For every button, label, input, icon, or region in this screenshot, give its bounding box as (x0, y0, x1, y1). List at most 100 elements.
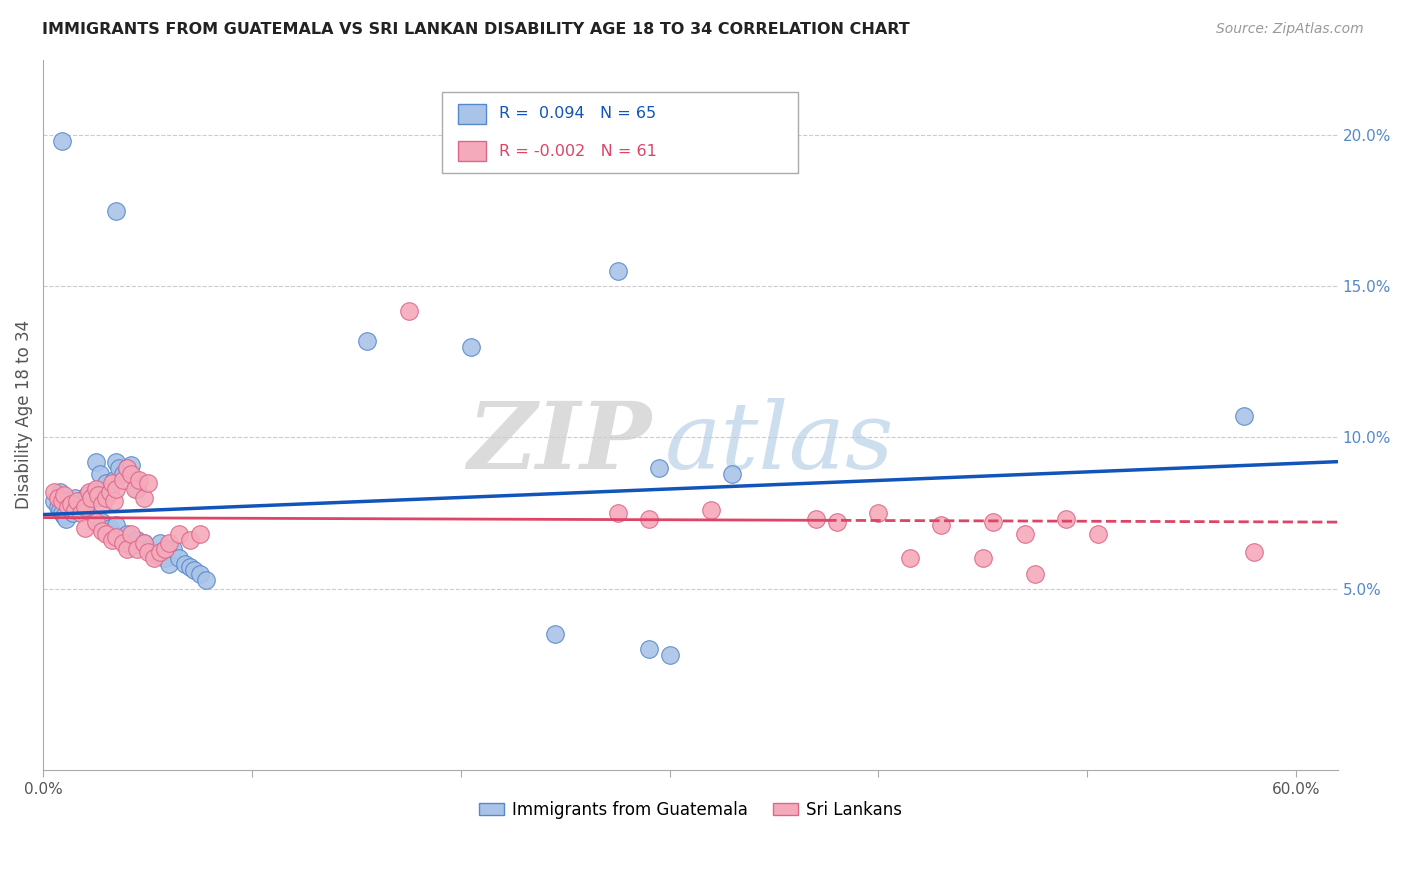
Point (49, 484, 72, 499)
Point (136, 475, 159, 490)
Point (153, 551, 176, 566)
Point (46, 491, 69, 505)
FancyBboxPatch shape (457, 141, 486, 161)
Point (70, 506, 93, 520)
Point (76, 488, 98, 502)
Point (98, 484, 121, 499)
Point (84, 482, 107, 496)
Point (637, 512, 659, 526)
Point (868, 506, 890, 520)
Point (62, 506, 84, 520)
Point (658, 648, 681, 662)
Point (700, 503, 723, 517)
Point (188, 527, 211, 541)
Point (1014, 527, 1036, 541)
Point (103, 494, 125, 508)
Point (42, 484, 65, 499)
Point (124, 473, 146, 487)
Point (120, 467, 142, 481)
Point (51, 494, 73, 508)
Point (898, 551, 921, 566)
Point (58, 494, 80, 508)
Point (53, 509, 76, 524)
Point (721, 467, 744, 481)
FancyBboxPatch shape (441, 92, 799, 173)
Point (63, 491, 86, 505)
Point (66, 497, 89, 511)
Point (79, 484, 101, 499)
Point (145, 549, 167, 563)
Point (115, 542, 138, 557)
Point (153, 542, 176, 557)
Point (70, 500, 93, 514)
Point (972, 551, 994, 566)
Point (98, 521, 121, 535)
Text: R = -0.002   N = 61: R = -0.002 N = 61 (499, 144, 657, 159)
Point (111, 467, 134, 481)
Point (90, 497, 112, 511)
Point (124, 482, 146, 496)
Point (42, 494, 65, 508)
Point (162, 542, 184, 557)
Point (84, 491, 107, 505)
Point (120, 527, 142, 541)
Point (94, 475, 117, 490)
Text: Source: ZipAtlas.com: Source: ZipAtlas.com (1216, 22, 1364, 37)
Point (103, 473, 125, 487)
Point (804, 512, 827, 526)
Point (90, 524, 112, 538)
Point (544, 627, 567, 641)
Text: IMMIGRANTS FROM GUATEMALA VS SRI LANKAN DISABILITY AGE 18 TO 34 CORRELATION CHAR: IMMIGRANTS FROM GUATEMALA VS SRI LANKAN … (42, 22, 910, 37)
Y-axis label: Disability Age 18 to 34: Disability Age 18 to 34 (15, 320, 32, 509)
Point (49, 503, 72, 517)
Point (79, 494, 101, 508)
Point (107, 460, 129, 475)
Point (105, 518, 128, 533)
Point (606, 506, 628, 520)
Point (825, 515, 848, 529)
Point (157, 558, 180, 572)
Point (94, 491, 117, 505)
Point (179, 560, 201, 574)
Point (136, 542, 159, 557)
Point (59, 497, 82, 511)
Point (101, 533, 124, 548)
Point (115, 527, 138, 541)
Point (51, 134, 73, 148)
Point (981, 515, 1004, 529)
Point (149, 545, 172, 559)
Point (167, 527, 190, 541)
Point (80, 491, 103, 505)
Point (84, 515, 107, 529)
Point (101, 527, 124, 541)
Point (53, 488, 76, 502)
Point (63, 503, 86, 517)
Point (149, 536, 172, 550)
Point (51, 506, 73, 520)
Point (86, 488, 108, 502)
Point (105, 455, 128, 469)
Point (111, 473, 134, 487)
Point (84, 455, 107, 469)
Point (55, 512, 77, 526)
Point (75, 503, 97, 517)
Point (356, 334, 378, 348)
Point (90, 515, 112, 529)
Point (648, 460, 671, 475)
Point (105, 203, 128, 218)
Point (132, 491, 155, 505)
Point (157, 536, 180, 550)
Point (929, 518, 952, 533)
Point (141, 545, 163, 559)
Point (188, 566, 211, 581)
Point (127, 542, 149, 557)
Point (98, 484, 121, 499)
Point (58, 500, 80, 514)
Point (101, 475, 124, 490)
Point (179, 533, 201, 548)
Point (120, 458, 142, 472)
Point (1087, 527, 1109, 541)
Point (75, 521, 97, 535)
Point (128, 473, 150, 487)
Point (83, 484, 105, 499)
